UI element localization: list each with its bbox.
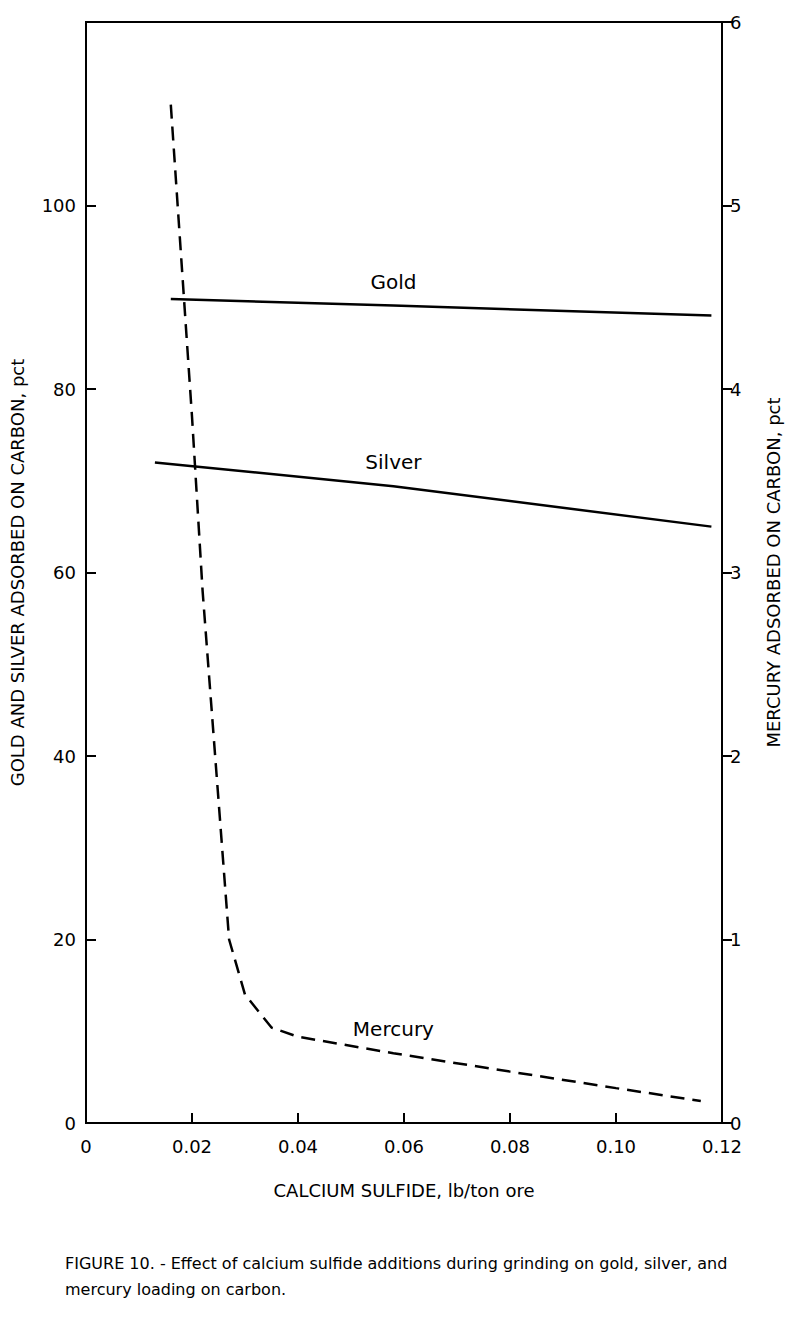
svg-text:0.08: 0.08 (490, 1136, 530, 1157)
svg-text:1: 1 (730, 929, 741, 950)
svg-text:CALCIUM SULFIDE, lb/ton ore: CALCIUM SULFIDE, lb/ton ore (274, 1180, 535, 1201)
svg-text:60: 60 (53, 562, 76, 583)
svg-text:Gold: Gold (370, 270, 416, 294)
svg-text:2: 2 (730, 746, 741, 767)
svg-text:100: 100 (42, 195, 76, 216)
svg-text:0.10: 0.10 (596, 1136, 636, 1157)
svg-text:0.02: 0.02 (172, 1136, 212, 1157)
svg-text:MERCURY ADSORBED ON CARBON, pc: MERCURY ADSORBED ON CARBON, pct (763, 397, 784, 747)
svg-text:20: 20 (53, 929, 76, 950)
svg-text:Silver: Silver (365, 450, 422, 474)
svg-text:FIGURE 10. - Effect of calcium: FIGURE 10. - Effect of calcium sulfide a… (65, 1254, 732, 1273)
svg-text:0: 0 (80, 1136, 91, 1157)
svg-text:GOLD AND SILVER ADSORBED ON CA: GOLD AND SILVER ADSORBED ON CARBON, pct (7, 359, 28, 787)
svg-text:0: 0 (730, 1113, 741, 1134)
svg-text:0.06: 0.06 (384, 1136, 424, 1157)
svg-text:0.04: 0.04 (278, 1136, 318, 1157)
svg-text:6: 6 (730, 12, 741, 33)
svg-text:mercury loading on carbon.: mercury loading on carbon. (65, 1280, 286, 1299)
svg-text:80: 80 (53, 379, 76, 400)
svg-text:5: 5 (730, 195, 741, 216)
svg-text:0: 0 (65, 1113, 76, 1134)
svg-text:3: 3 (730, 562, 741, 583)
svg-text:4: 4 (730, 379, 741, 400)
svg-text:0.12: 0.12 (702, 1136, 742, 1157)
svg-text:40: 40 (53, 746, 76, 767)
svg-text:Mercury: Mercury (353, 1017, 434, 1041)
